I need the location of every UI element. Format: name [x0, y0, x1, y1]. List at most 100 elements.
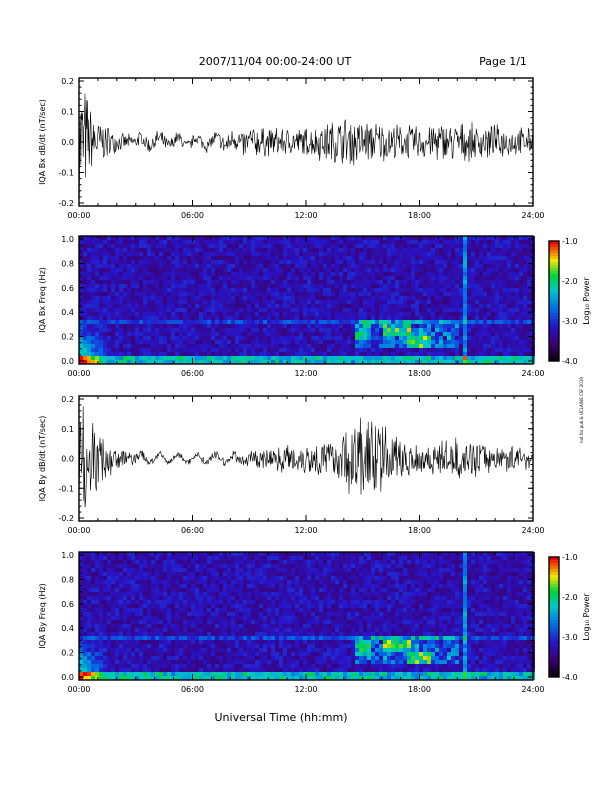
heatmap-cell [347, 288, 351, 292]
heatmap-cell [487, 308, 491, 312]
heatmap-cell [155, 292, 159, 296]
heatmap-cell [123, 556, 127, 560]
heatmap-cell [463, 336, 467, 340]
heatmap-cell [107, 264, 111, 268]
heatmap-cell [171, 640, 175, 644]
heatmap-cell [475, 340, 479, 344]
heatmap-cell [83, 568, 87, 572]
heatmap-cell [175, 672, 179, 676]
heatmap-cell [155, 600, 159, 604]
heatmap-cell [239, 296, 243, 300]
heatmap-cell [343, 328, 347, 332]
heatmap-cell [139, 356, 143, 360]
heatmap-cell [159, 344, 163, 348]
heatmap-cell [123, 672, 127, 676]
heatmap-cell [155, 580, 159, 584]
heatmap-cell [163, 584, 167, 588]
heatmap-cell [491, 332, 495, 336]
heatmap-cell [155, 652, 159, 656]
heatmap-cell [335, 336, 339, 340]
heatmap-cell [135, 240, 139, 244]
heatmap-cell [383, 344, 387, 348]
heatmap-cell [123, 632, 127, 636]
heatmap-cell [139, 572, 143, 576]
heatmap-cell [435, 288, 439, 292]
heatmap-cell [183, 612, 187, 616]
heatmap-cell [99, 328, 103, 332]
heatmap-cell [211, 344, 215, 348]
heatmap-cell [147, 560, 151, 564]
heatmap-cell [111, 340, 115, 344]
heatmap-cell [139, 276, 143, 280]
heatmap-cell [387, 312, 391, 316]
heatmap-cell [287, 288, 291, 292]
heatmap-cell [319, 356, 323, 360]
heatmap-cell [455, 340, 459, 344]
heatmap-cell [119, 584, 123, 588]
colorbar-tick-label: -4.0 [562, 357, 578, 366]
heatmap-cell [95, 348, 99, 352]
heatmap-cell [323, 272, 327, 276]
heatmap-cell [131, 344, 135, 348]
heatmap-cell [263, 268, 267, 272]
heatmap-cell [115, 560, 119, 564]
heatmap-cell [187, 324, 191, 328]
heatmap-cell [315, 340, 319, 344]
heatmap-cell [135, 580, 139, 584]
heatmap-cell [495, 344, 499, 348]
heatmap-cell [527, 272, 531, 276]
heatmap-cell [475, 252, 479, 256]
heatmap-cell [255, 296, 259, 300]
y-tick-label: 0.4 [61, 308, 74, 317]
heatmap-cell [395, 332, 399, 336]
heatmap-cell [447, 304, 451, 308]
heatmap-cell [395, 356, 399, 360]
heatmap-cell [351, 332, 355, 336]
heatmap-cell [391, 284, 395, 288]
heatmap-cell [431, 336, 435, 340]
heatmap-cell [275, 328, 279, 332]
heatmap-cell [343, 344, 347, 348]
heatmap-cell [167, 320, 171, 324]
heatmap-cell [339, 324, 343, 328]
heatmap-cell [99, 584, 103, 588]
heatmap-cell [271, 264, 275, 268]
heatmap-cell [103, 352, 107, 356]
heatmap-cell [107, 648, 111, 652]
heatmap-cell [407, 240, 411, 244]
heatmap-cell [91, 260, 95, 264]
heatmap-cell [439, 276, 443, 280]
heatmap-cell [151, 280, 155, 284]
heatmap-cell [179, 244, 183, 248]
heatmap-cell [291, 316, 295, 320]
heatmap-cell [279, 324, 283, 328]
heatmap-cell [127, 664, 131, 668]
heatmap-cell [403, 288, 407, 292]
heatmap-cell [183, 352, 187, 356]
heatmap-cell [335, 324, 339, 328]
heatmap-cell [367, 240, 371, 244]
heatmap-cell [491, 240, 495, 244]
heatmap-cell [407, 308, 411, 312]
heatmap-cell [167, 640, 171, 644]
heatmap-cell [167, 660, 171, 664]
heatmap-cell [363, 308, 367, 312]
heatmap-cell [231, 248, 235, 252]
heatmap-cell [227, 348, 231, 352]
heatmap-cell [431, 320, 435, 324]
heatmap-cell [239, 248, 243, 252]
heatmap-cell [347, 256, 351, 260]
heatmap-cell [387, 268, 391, 272]
heatmap-cell [151, 264, 155, 268]
heatmap-cell [191, 304, 195, 308]
heatmap-cell [331, 252, 335, 256]
heatmap-cell [383, 248, 387, 252]
heatmap-cell [167, 628, 171, 632]
heatmap-cell [183, 252, 187, 256]
heatmap-cell [215, 284, 219, 288]
heatmap-cell [247, 296, 251, 300]
heatmap-cell [255, 252, 259, 256]
heatmap-cell [211, 268, 215, 272]
heatmap-cell [115, 620, 119, 624]
heatmap-cell [171, 312, 175, 316]
